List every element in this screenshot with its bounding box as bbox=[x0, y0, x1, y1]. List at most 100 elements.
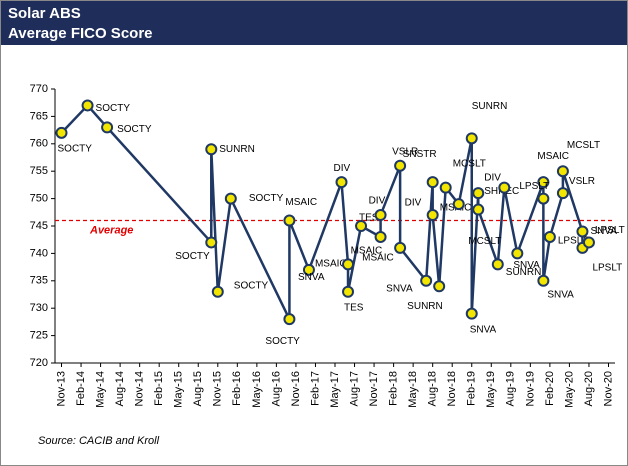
point bbox=[556, 165, 569, 178]
point-label: VSLR bbox=[392, 146, 418, 157]
point bbox=[374, 230, 387, 243]
point bbox=[491, 258, 504, 271]
point-label: SOCTY bbox=[234, 280, 269, 291]
point-label: LPSLT bbox=[519, 181, 549, 192]
y-tick-label: 740 bbox=[30, 247, 48, 259]
series-line bbox=[60, 103, 590, 320]
point bbox=[472, 203, 485, 216]
point bbox=[537, 192, 550, 205]
y-tick-label: 720 bbox=[30, 357, 48, 369]
point bbox=[302, 263, 315, 276]
point-label: SUNRN bbox=[219, 144, 255, 155]
y-tick-label: 745 bbox=[30, 220, 48, 232]
point bbox=[394, 241, 407, 254]
point bbox=[205, 143, 218, 156]
x-tick-label: May-20 bbox=[563, 371, 575, 408]
point-label: SNVA bbox=[470, 324, 497, 335]
point bbox=[224, 192, 237, 205]
point bbox=[439, 181, 452, 194]
point bbox=[576, 225, 589, 238]
x-tick-label: May-18 bbox=[407, 371, 419, 408]
point-label: MSAIC bbox=[315, 258, 347, 269]
point bbox=[81, 99, 94, 112]
x-tick-label: Aug-19 bbox=[505, 371, 517, 406]
x-tick-label: Feb-17 bbox=[309, 371, 321, 406]
point-label: SNVA bbox=[547, 289, 574, 300]
point-label: SUNRN bbox=[472, 101, 508, 112]
point-label: DIV bbox=[334, 163, 351, 174]
point-label: SOCTY bbox=[96, 103, 131, 114]
point bbox=[342, 285, 355, 298]
point-label: SOCTY bbox=[117, 124, 152, 135]
point bbox=[283, 313, 296, 326]
x-tick-label: Aug-17 bbox=[348, 371, 360, 406]
x-tick-label: Feb-14 bbox=[75, 371, 87, 406]
x-tick-label: Feb-20 bbox=[544, 371, 556, 406]
x-tick-label: Feb-19 bbox=[466, 371, 478, 406]
point-label: SNVA bbox=[590, 226, 617, 237]
point-label: DIV bbox=[484, 172, 501, 183]
point bbox=[543, 230, 556, 243]
y-tick-label: 755 bbox=[30, 165, 48, 177]
point-label: DIV bbox=[405, 198, 422, 209]
point-label: LPSLT bbox=[592, 263, 622, 274]
point-label: MSAIC bbox=[362, 253, 394, 264]
y-tick-label: 760 bbox=[30, 138, 48, 150]
point-label: MSAIC bbox=[285, 197, 317, 208]
point bbox=[433, 280, 446, 293]
point-label: MSAIC bbox=[351, 246, 383, 257]
x-tick-label: Nov-13 bbox=[55, 371, 67, 406]
point-label: LPSLT bbox=[595, 225, 625, 236]
x-tick-label: Nov-19 bbox=[524, 371, 536, 406]
y-tick-label: 725 bbox=[30, 330, 48, 342]
point bbox=[205, 236, 218, 249]
point bbox=[537, 274, 550, 287]
point-label: SOCTY bbox=[58, 143, 93, 154]
point bbox=[426, 176, 439, 189]
point bbox=[537, 176, 550, 189]
point bbox=[511, 247, 524, 260]
point-label: TES bbox=[359, 213, 379, 224]
point bbox=[420, 274, 433, 287]
y-tick-label: 730 bbox=[30, 302, 48, 314]
point-label: SNSTR bbox=[403, 149, 437, 160]
y-tick-label: 750 bbox=[30, 193, 48, 205]
point-label: VSLR bbox=[569, 176, 595, 187]
point bbox=[426, 209, 439, 222]
x-tick-label: May-17 bbox=[329, 371, 341, 408]
point bbox=[211, 285, 224, 298]
x-tick-label: Aug-14 bbox=[114, 371, 126, 406]
x-tick-label: Aug-16 bbox=[270, 371, 282, 406]
point-label: MSAIC bbox=[537, 151, 569, 162]
point-label: SUNRN bbox=[407, 301, 443, 312]
point bbox=[342, 258, 355, 271]
point bbox=[472, 187, 485, 200]
point-label: SNVA bbox=[386, 283, 413, 294]
x-tick-label: Nov-17 bbox=[368, 371, 380, 406]
point-label: SUNRN bbox=[506, 267, 542, 278]
x-tick-label: Nov-15 bbox=[212, 371, 224, 406]
point bbox=[498, 181, 511, 194]
x-tick-label: Nov-20 bbox=[602, 371, 614, 406]
x-tick-label: Feb-18 bbox=[388, 371, 400, 406]
x-tick-label: Nov-18 bbox=[446, 371, 458, 406]
source: Source: CACIB and Kroll bbox=[38, 435, 160, 447]
x-tick-label: May-15 bbox=[173, 371, 185, 408]
point bbox=[101, 121, 114, 134]
point bbox=[465, 307, 478, 320]
point bbox=[394, 159, 407, 172]
chart-title: Solar ABS bbox=[8, 5, 81, 22]
header bbox=[1, 1, 627, 45]
y-tick-label: 770 bbox=[30, 83, 48, 95]
y-tick-label: 735 bbox=[30, 275, 48, 287]
point-label: MCSLT bbox=[468, 236, 501, 247]
point bbox=[465, 132, 478, 145]
point bbox=[452, 198, 465, 211]
x-tick-label: Nov-16 bbox=[290, 371, 302, 406]
x-tick-label: May-19 bbox=[485, 371, 497, 408]
x-tick-label: May-16 bbox=[251, 371, 263, 408]
point-label: LPSLT bbox=[558, 236, 588, 247]
point bbox=[556, 187, 569, 200]
point-label: SOCTY bbox=[175, 251, 210, 262]
